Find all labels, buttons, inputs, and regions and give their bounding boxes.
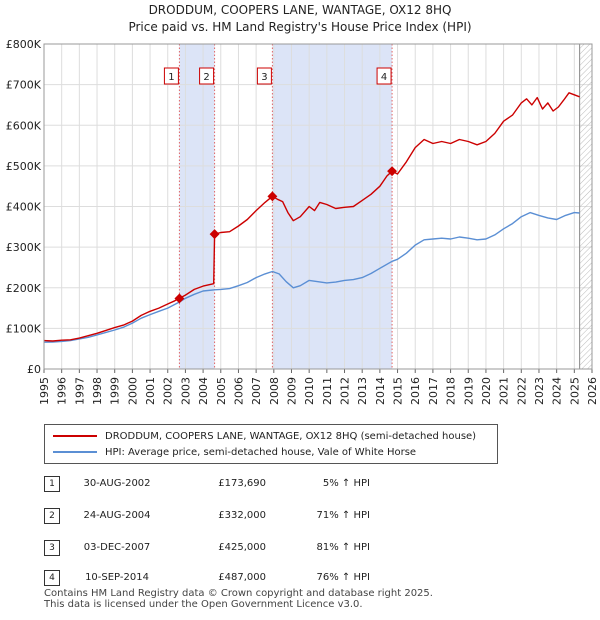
y-tick-label: £500K [6, 160, 42, 173]
transaction-price: £487,000 [218, 572, 266, 583]
legend-item-property: DRODDUM, COOPERS LANE, WANTAGE, OX12 8HQ… [53, 429, 476, 443]
forecast-hatch [579, 44, 592, 369]
x-tick-label: 1999 [109, 377, 122, 405]
x-tick-label: 1997 [73, 377, 86, 405]
x-tick-label: 2021 [498, 377, 511, 405]
hpi-line [43, 211, 580, 343]
sale-number-label: 2 [203, 72, 209, 83]
x-tick-label: 2006 [232, 377, 245, 405]
x-tick-label: 2008 [268, 377, 281, 405]
sale-number-label: 1 [168, 72, 174, 83]
x-tick-label: 2007 [250, 377, 263, 405]
footer-line-copyright: Contains HM Land Registry data © Crown c… [44, 588, 433, 599]
x-tick-label: 2002 [162, 377, 175, 405]
legend-label-hpi: HPI: Average price, semi-detached house,… [105, 446, 417, 458]
sale-number-box [199, 67, 215, 85]
transaction-hpi-change: 71% ↑ HPI [316, 510, 370, 521]
transaction-hpi-change: 76% ↑ HPI [316, 572, 370, 583]
x-tick-label: 2024 [551, 377, 564, 405]
y-tick-label: £0 [27, 363, 41, 376]
sale-point [174, 293, 185, 304]
x-tick-label: 2019 [462, 377, 475, 405]
legend-line-hpi [53, 451, 97, 453]
transaction-row: 4 10-SEP-2014 £487,000 76% ↑ HPI [44, 570, 496, 586]
y-tick-label: £400K [6, 201, 42, 214]
x-tick-label: 2000 [126, 377, 139, 405]
x-tick-label: 2010 [303, 377, 316, 405]
x-tick-label: 2013 [356, 377, 369, 405]
sale-point [209, 229, 220, 240]
x-tick-label: 2005 [215, 377, 228, 405]
plot-area-frame [43, 43, 593, 370]
y-tick-label: £300K [6, 241, 42, 254]
x-tick-label: 2018 [445, 377, 458, 405]
transaction-number: 4 [44, 570, 60, 586]
y-tick-label: £800K [6, 38, 42, 51]
transaction-number: 2 [44, 508, 60, 524]
sale-number-label: 3 [261, 72, 267, 83]
legend-label-property: DRODDUM, COOPERS LANE, WANTAGE, OX12 8HQ… [105, 430, 477, 442]
transaction-date: 30-AUG-2002 [83, 478, 151, 489]
transaction-date: 10-SEP-2014 [85, 572, 149, 583]
sale-number-label: 4 [381, 72, 387, 83]
chart-title: DRODDUM, COOPERS LANE, WANTAGE, OX12 8HQ [148, 3, 452, 17]
transaction-row: 3 03-DEC-2007 £425,000 81% ↑ HPI [44, 540, 496, 556]
sale-number-box [256, 67, 272, 85]
x-tick-label: 2015 [392, 377, 405, 405]
x-tick-label: 1996 [56, 377, 69, 405]
transaction-number: 3 [44, 540, 60, 556]
footer-line-licence: This data is licensed under the Open Gov… [44, 599, 363, 610]
transaction-price: £425,000 [218, 542, 266, 553]
price-chart: 1 2 3 4 £0 £100K £200K £300K £400K £500K £600K £70… [6, 38, 599, 405]
sale-number-box [163, 67, 179, 85]
x-tick-label: 2016 [409, 377, 422, 405]
transaction-row: 2 24-AUG-2004 £332,000 71% ↑ HPI [44, 508, 496, 524]
sale-point [267, 191, 278, 202]
x-tick-label: 2025 [568, 377, 581, 405]
y-tick-label: £700K [6, 79, 42, 92]
x-tick-label: 2011 [321, 377, 334, 405]
transaction-hpi-change: 81% ↑ HPI [316, 542, 370, 553]
sale-number-box [376, 67, 392, 85]
y-tick-label: £100K [6, 322, 42, 335]
transaction-row: 1 30-AUG-2002 £173,690 5% ↑ HPI [44, 476, 496, 492]
footer-attribution: Contains HM Land Registry data © Crown c… [44, 588, 433, 610]
property-price-line [43, 92, 580, 342]
x-tick-label: 2022 [515, 377, 528, 405]
x-tick-label: 2017 [427, 377, 440, 405]
y-tick-label: £600K [6, 119, 42, 132]
x-tick-label: 2026 [586, 377, 599, 405]
x-tick-label: 2009 [285, 377, 298, 405]
x-tick-label: 2014 [374, 377, 387, 405]
transaction-price: £173,690 [218, 478, 266, 489]
x-tick-label: 2001 [144, 377, 157, 405]
y-tick-label: £200K [6, 282, 42, 295]
chart-subtitle: Price paid vs. HM Land Registry's House … [128, 20, 472, 34]
x-tick-label: 1995 [38, 377, 51, 405]
legend: DRODDUM, COOPERS LANE, WANTAGE, OX12 8HQ… [44, 424, 498, 464]
x-tick-label: 2020 [480, 377, 493, 405]
legend-line-property [53, 435, 97, 437]
x-tick-label: 2003 [179, 377, 192, 405]
sale-point [387, 166, 398, 177]
transaction-hpi-change: 5% ↑ HPI [322, 478, 370, 489]
transaction-date: 03-DEC-2007 [83, 542, 151, 553]
x-tick-label: 1998 [91, 377, 104, 405]
transaction-price: £332,000 [218, 510, 266, 521]
x-tick-label: 2004 [197, 377, 210, 405]
x-tick-label: 2012 [339, 377, 352, 405]
legend-item-hpi: HPI: Average price, semi-detached house,… [53, 445, 416, 459]
transaction-date: 24-AUG-2004 [83, 510, 151, 521]
transaction-number: 1 [44, 476, 60, 492]
x-tick-label: 2023 [533, 377, 546, 405]
